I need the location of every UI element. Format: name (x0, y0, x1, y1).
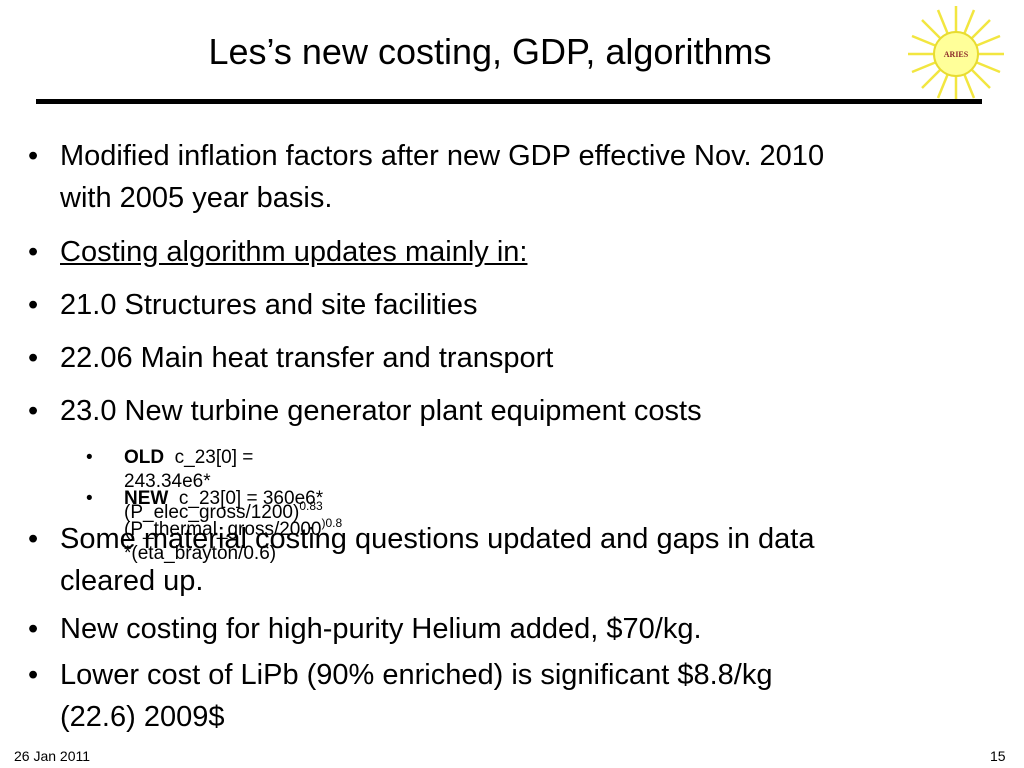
title-underline (36, 99, 982, 104)
bullet-text: 22.06 Main heat transfer and transport (60, 342, 554, 374)
bullet-item: Lower cost of LiPb (90% enriched) is sig… (28, 654, 990, 738)
bullet-text: 23.0 New turbine generator plant equipme… (60, 395, 702, 427)
page-number: 15 (990, 748, 1006, 764)
bullet-text: Lower cost of LiPb (90% enriched) is sig… (60, 659, 773, 691)
bullet-item: New costing for high-purity Helium added… (28, 608, 990, 650)
sub-bullet-label: NEW (124, 488, 169, 509)
slide-title: Les’s new costing, GDP, algorithms (208, 31, 772, 72)
bullet-text: with 2005 year basis. (60, 182, 333, 214)
bullet-item: Costing algorithm updates mainly in: (28, 231, 990, 273)
bullet-item: Modified inflation factors after new GDP… (28, 135, 990, 219)
sub-bullet-label: OLD (124, 447, 165, 468)
bullet-item: Some material costing questions updated … (28, 518, 990, 602)
footer-date: 26 Jan 2011 (14, 748, 91, 764)
bullet-text: Some material costing questions updated … (60, 523, 815, 555)
bullet-item: 22.06 Main heat transfer and transport (28, 337, 990, 379)
bullet-item: 21.0 Structures and site facilities (28, 284, 990, 326)
aries-sun-logo: ARIES (908, 6, 1004, 102)
logo-text: ARIES (944, 50, 969, 59)
bullet-text: Costing algorithm updates mainly in: (60, 236, 528, 268)
bullet-text: cleared up. (60, 565, 204, 597)
bullet-item: 23.0 New turbine generator plant equipme… (28, 390, 990, 432)
bullet-text: (22.6) 2009$ (60, 701, 225, 733)
bullet-text: Modified inflation factors after new GDP… (60, 140, 825, 172)
bullet-text: New costing for high-purity Helium added… (60, 613, 702, 645)
bullet-text: 21.0 Structures and site facilities (60, 289, 478, 321)
